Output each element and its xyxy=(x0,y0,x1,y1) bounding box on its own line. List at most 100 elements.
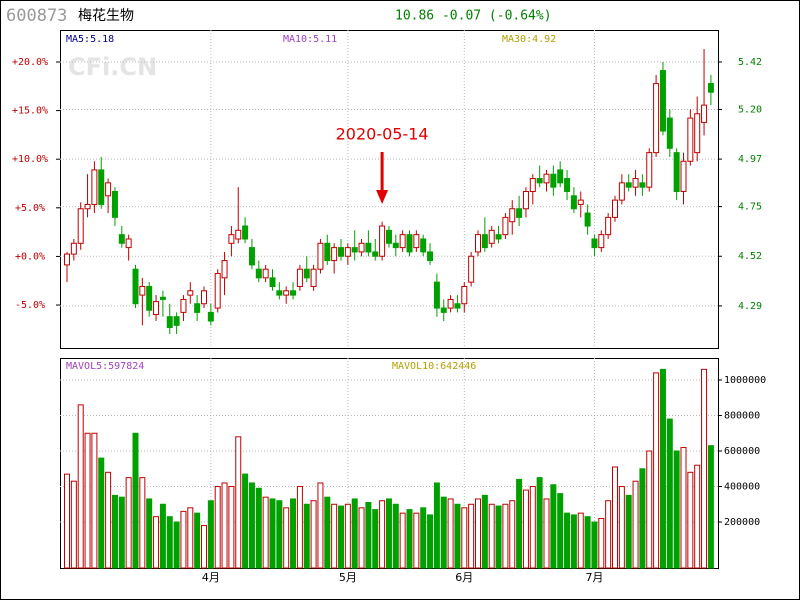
volume-bar xyxy=(125,477,132,569)
candle-body xyxy=(221,260,228,279)
volume-bar xyxy=(207,500,214,569)
legend-mavol10: MAVOL10:642446 xyxy=(392,361,476,372)
candle-body xyxy=(536,178,543,184)
volume-bar xyxy=(406,509,413,569)
volume-tick-label: 800000 xyxy=(724,411,760,422)
volume-bar xyxy=(447,498,454,569)
volume-bar xyxy=(605,500,612,569)
volume-bar xyxy=(666,418,673,569)
volume-bar xyxy=(618,486,625,569)
candle-body xyxy=(612,199,618,218)
candle-body xyxy=(296,268,303,287)
volume-bar xyxy=(612,466,618,569)
volume-bar xyxy=(77,404,84,569)
candle-body xyxy=(413,234,420,249)
volume-bar xyxy=(653,372,660,569)
volume-bar xyxy=(701,368,708,569)
price-panel xyxy=(60,30,719,349)
candle-body xyxy=(269,277,276,287)
volume-bar xyxy=(550,484,557,569)
candle-body xyxy=(91,169,98,205)
candle-body xyxy=(598,234,605,249)
y-tick-label: 4.75 xyxy=(738,202,762,213)
candle-body xyxy=(653,83,660,154)
volume-bar xyxy=(228,486,235,569)
volume-bar xyxy=(365,501,372,569)
candle-body xyxy=(70,242,77,255)
volume-bar xyxy=(557,493,564,569)
candle-body xyxy=(618,182,625,201)
volume-bar xyxy=(598,517,605,569)
candle-body xyxy=(605,216,612,236)
candle-body xyxy=(564,178,571,192)
volume-bar xyxy=(536,477,543,569)
candle-body xyxy=(488,229,495,244)
volume-bar xyxy=(399,512,406,569)
candle-body xyxy=(591,238,598,249)
y2-tick-label: +0.0% xyxy=(15,251,45,262)
candle-body xyxy=(201,290,207,305)
candle-body xyxy=(385,229,392,244)
candle-body xyxy=(242,225,249,240)
candle-body xyxy=(64,253,70,266)
annotation: 2020-05-14 xyxy=(336,125,429,144)
volume-bar xyxy=(687,471,694,569)
volume-bar xyxy=(338,505,344,569)
candle-body xyxy=(111,190,118,218)
x-tick-label: 7月 xyxy=(585,571,603,584)
x-tick-label: 6月 xyxy=(455,571,473,584)
candle-body xyxy=(153,301,160,316)
volume-bar xyxy=(248,482,255,569)
legend-mavol5: MAVOL5:597824 xyxy=(66,361,144,372)
legend-ma5: MA5:5.18 xyxy=(66,34,114,45)
volume-bar xyxy=(358,507,365,569)
volume-bar xyxy=(584,516,591,569)
candle-body xyxy=(248,247,255,266)
candle-body xyxy=(84,203,91,210)
volume-bar xyxy=(625,494,632,569)
candle-body xyxy=(372,251,379,257)
candle-body xyxy=(187,290,194,296)
candle-body xyxy=(228,234,235,244)
volume-bar xyxy=(707,445,714,569)
candle-body xyxy=(639,182,646,188)
volume-bar xyxy=(166,516,173,569)
candle-body xyxy=(98,169,105,205)
candle-body xyxy=(351,247,358,253)
candle-body xyxy=(173,316,180,326)
y-tick-label: 5.20 xyxy=(738,104,762,115)
legend-ma10: MA10:5.11 xyxy=(283,34,337,45)
candle-body xyxy=(262,268,269,279)
volume-bar xyxy=(118,496,125,569)
candle-body xyxy=(427,251,434,262)
volume-tick-label: 600000 xyxy=(724,446,760,457)
volume-bar xyxy=(461,507,468,569)
candle-body xyxy=(255,268,262,279)
candle-body xyxy=(105,182,112,197)
candle-body xyxy=(139,285,146,296)
y2-tick-label: -5.0% xyxy=(15,300,45,311)
candle-body xyxy=(584,212,591,227)
volume-bar xyxy=(694,464,701,569)
candle-body xyxy=(502,216,509,236)
candle-body xyxy=(420,238,427,253)
volume-bar xyxy=(242,473,249,569)
volume-tick-label: 1000000 xyxy=(724,375,766,386)
candle-body xyxy=(399,234,406,249)
candle-body xyxy=(317,242,324,270)
volume-bar xyxy=(413,512,420,569)
volume-bar xyxy=(344,503,351,569)
watermark: CFi.CN xyxy=(68,53,157,81)
candle-body xyxy=(365,242,372,253)
candle-body xyxy=(207,311,214,322)
volume-bar xyxy=(153,516,160,569)
candle-body xyxy=(454,303,461,309)
candle-body xyxy=(310,268,317,287)
volume-bar xyxy=(84,432,91,569)
volume-bar xyxy=(659,368,666,569)
volume-bar xyxy=(673,450,680,569)
candle-body xyxy=(625,182,632,188)
candle-body xyxy=(475,234,481,253)
candle-body xyxy=(440,307,447,313)
